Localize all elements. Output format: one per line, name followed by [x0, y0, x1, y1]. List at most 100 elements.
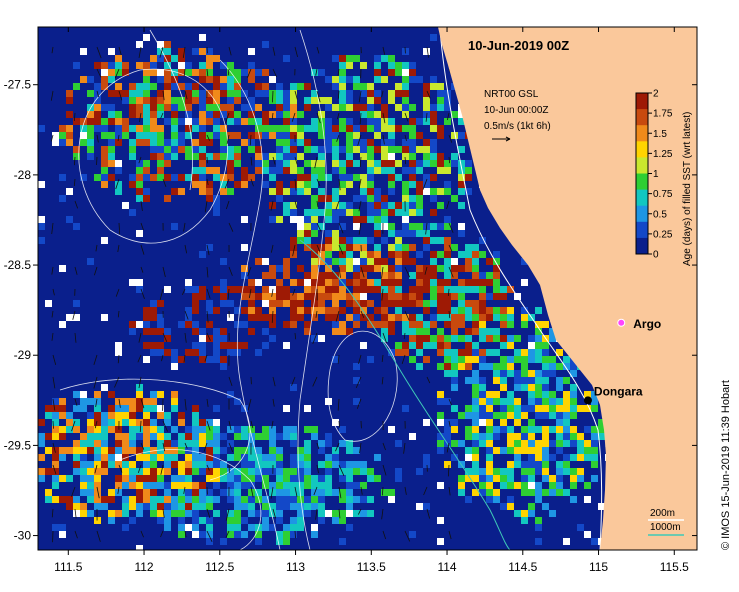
current-vector [337, 90, 340, 99]
sst-pixel [451, 160, 458, 167]
sst-pixel [570, 433, 577, 440]
sst-pixel [360, 181, 367, 188]
sst-pixel [493, 496, 500, 503]
sst-pixel [570, 363, 577, 370]
current-vector [356, 398, 362, 409]
current-vector [359, 112, 362, 125]
sst-pixel [479, 300, 486, 307]
sst-pixel [360, 146, 367, 153]
current-vector [117, 486, 120, 495]
sst-pixel [332, 216, 339, 223]
sst-pixel [66, 475, 73, 482]
sst-pixel [143, 503, 150, 510]
sst-pixel [339, 237, 346, 244]
sst-pixel [52, 412, 59, 419]
sst-pixel [479, 349, 486, 356]
sst-pixel [206, 55, 213, 62]
sst-pixel [409, 244, 416, 251]
current-vector [74, 200, 79, 209]
sst-pixel [430, 83, 437, 90]
sst-pixel [479, 398, 486, 405]
sst-pixel [262, 342, 269, 349]
sst-pixel [437, 349, 444, 356]
current-vector [381, 508, 384, 520]
sst-pixel [185, 482, 192, 489]
colorbar-tick-label: 0.75 [653, 189, 673, 200]
sst-pixel [290, 202, 297, 209]
sst-pixel [206, 188, 213, 195]
sst-pixel [94, 475, 101, 482]
sst-pixel [262, 111, 269, 118]
sst-pixel [395, 244, 402, 251]
sst-pixel [458, 412, 465, 419]
sst-pixel [402, 251, 409, 258]
sst-pixel [255, 489, 262, 496]
sst-pixel [290, 300, 297, 307]
sst-pixel [101, 104, 108, 111]
sst-pixel [500, 342, 507, 349]
sst-pixel [150, 489, 157, 496]
sst-pixel [514, 510, 521, 517]
current-vector [73, 178, 76, 187]
sst-pixel [367, 202, 374, 209]
credit-text: © IMOS 15-Jun-2019 11:39 Hobart [720, 380, 732, 550]
current-vector [381, 90, 384, 98]
sst-pixel [325, 454, 332, 461]
sst-pixel [416, 272, 423, 279]
sst-pixel [73, 118, 80, 125]
sst-pixel [304, 216, 311, 223]
sst-pixel [150, 132, 157, 139]
current-vector [336, 134, 340, 142]
sst-pixel [311, 314, 318, 321]
sst-pixel [206, 496, 213, 503]
sst-pixel [465, 475, 472, 482]
sst-pixel [563, 356, 570, 363]
sst-pixel [199, 160, 206, 167]
sst-pixel [577, 447, 584, 454]
sst-pixel [129, 279, 136, 286]
colorbar-cell [636, 173, 648, 191]
sst-pixel [227, 475, 234, 482]
sst-pixel [521, 321, 528, 328]
sst-pixel [143, 111, 150, 118]
sst-pixel [556, 398, 563, 405]
coastline-land [438, 27, 697, 550]
sst-pixel [479, 286, 486, 293]
sst-pixel [465, 174, 472, 181]
sst-pixel [437, 202, 444, 209]
sst-pixel [283, 433, 290, 440]
current-vector [228, 420, 232, 431]
sst-pixel [262, 475, 269, 482]
sst-pixel [430, 118, 437, 125]
sst-pixel [115, 482, 122, 489]
sst-pixel [276, 468, 283, 475]
sst-pixel [395, 90, 402, 97]
current-vector [448, 420, 451, 427]
sst-pixel [129, 83, 136, 90]
sst-pixel [290, 118, 297, 125]
sst-pixel [213, 55, 220, 62]
sst-pixel [402, 62, 409, 69]
sst-pixel [381, 293, 388, 300]
sst-pixel [178, 475, 185, 482]
sst-pixel [472, 279, 479, 286]
sst-pixel [416, 342, 423, 349]
sst-pixel [332, 209, 339, 216]
sst-pixel [269, 293, 276, 300]
sst-pixel [493, 307, 500, 314]
current-vector [51, 310, 54, 318]
sst-pixel [164, 454, 171, 461]
sst-pixel [318, 475, 325, 482]
sst-pixel [304, 461, 311, 468]
sst-pixel [115, 412, 122, 419]
sst-pixel [199, 328, 206, 335]
sst-pixel [297, 132, 304, 139]
sst-pixel [346, 293, 353, 300]
sst-pixel [171, 426, 178, 433]
sst-pixel [360, 251, 367, 258]
sst-pixel [276, 146, 283, 153]
sst-pixel [80, 461, 87, 468]
sst-pixel [465, 251, 472, 258]
sst-pixel [129, 181, 136, 188]
sst-pixel [528, 419, 535, 426]
